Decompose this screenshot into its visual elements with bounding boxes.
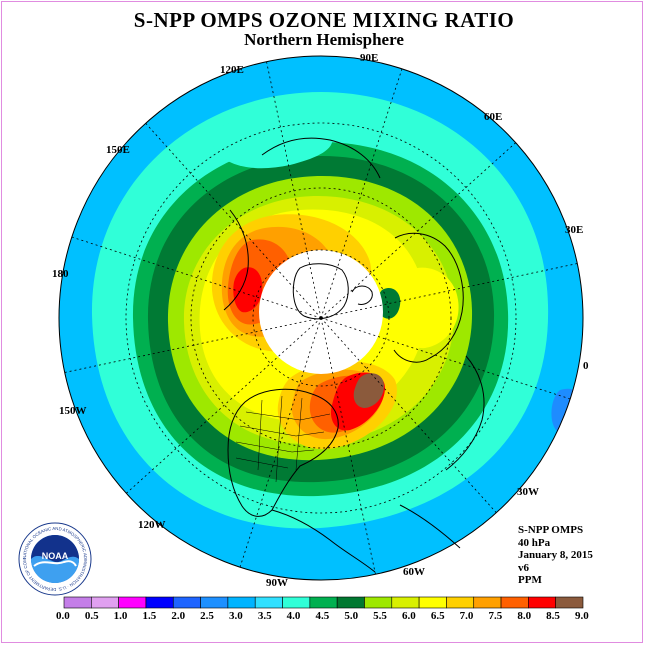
- colorbar-tick-label: 2.0: [171, 610, 186, 622]
- colorbar-swatch: [309, 596, 338, 609]
- lon-label-90w: 90W: [266, 577, 288, 589]
- colorbar-tick-label: 7.0: [459, 610, 474, 622]
- map-subtitle: Northern Hemisphere: [244, 30, 404, 49]
- colorbar-tick-label: 5.0: [344, 610, 359, 622]
- lon-label-30e: 30E: [565, 224, 584, 236]
- colorbar-tick-label: 8.0: [517, 610, 532, 622]
- field-band-8-5-atl: [353, 373, 384, 408]
- colorbar-swatch: [418, 596, 447, 609]
- colorbar-tick-label: 6.0: [402, 610, 416, 622]
- colorbar-swatch: [200, 596, 229, 609]
- colorbar-swatch: [473, 596, 502, 609]
- lon-label-120w: 120W: [138, 519, 166, 531]
- meridian-line: [320, 317, 497, 513]
- info-version: v6: [518, 561, 529, 574]
- lon-label-30w: 30W: [517, 486, 539, 498]
- lon-label-60e: 60E: [484, 111, 503, 123]
- colorbar-tick-label: 7.5: [488, 610, 503, 622]
- colorbar-tick-label: 5.5: [373, 610, 387, 622]
- polar-night-gap: [259, 250, 383, 374]
- colorbar-tick-label: 1.0: [113, 610, 128, 622]
- colorbar-tick-label: 9.0: [575, 610, 589, 622]
- lon-label-180: 180: [52, 268, 69, 280]
- colorbar-swatch: [555, 596, 584, 609]
- colorbar-swatch: [336, 596, 365, 609]
- info-block: S-NPP OMPS 40 hPa January 8, 2015 v6 PPM: [518, 524, 593, 587]
- map-boundary: [58, 55, 584, 581]
- info-instrument: S-NPP OMPS: [518, 524, 584, 536]
- colorbar-swatch: [227, 596, 256, 609]
- meridians: [64, 61, 578, 575]
- meridian-line: [320, 142, 516, 319]
- noaa-text: NOAA: [42, 551, 69, 561]
- colorbar-swatch: [391, 596, 420, 609]
- lon-label-60w: 60W: [403, 566, 425, 578]
- lon-label-90e: 90E: [360, 52, 379, 64]
- colorbar-tick-label: 0.0: [56, 610, 70, 622]
- field-band-6-0-eu: [397, 267, 459, 349]
- colorbar-tick-label: 3.0: [229, 610, 243, 622]
- colorbar: [63, 596, 584, 609]
- meridian-line: [320, 68, 403, 319]
- colorbar-swatch: [282, 596, 311, 609]
- field-band-5-0-eu: [377, 287, 401, 319]
- meridian-line: [126, 317, 322, 494]
- colorbar-swatch: [500, 596, 529, 609]
- colorbar-tick-label: 3.5: [257, 610, 272, 622]
- colorbar-tick-label: 0.5: [84, 610, 99, 622]
- colorbar-swatch: [528, 596, 556, 609]
- graticule: [125, 122, 517, 514]
- colorbar-swatch: [145, 596, 174, 609]
- info-units: PPM: [518, 574, 542, 586]
- meridian-line: [71, 236, 322, 319]
- us-state-lines: [235, 395, 331, 483]
- colorbar-swatch: [446, 596, 475, 609]
- meridian-line: [266, 61, 322, 319]
- colorbar-swatch: [254, 596, 283, 609]
- map-title: S-NPP OMPS OZONE MIXING RATIO: [133, 8, 515, 32]
- lon-label-150w: 150W: [59, 405, 87, 417]
- colorbar-tick-label: 1.5: [142, 610, 157, 622]
- colorbar-tick-label: 8.5: [546, 610, 560, 622]
- colorbar-swatch: [118, 596, 147, 609]
- meridian-line: [320, 317, 571, 400]
- lon-label-0: 0: [583, 360, 589, 372]
- colorbar-swatch: [63, 596, 92, 609]
- meridian-line: [320, 317, 376, 575]
- noaa-logo: NATIONAL OCEANIC AND ATMOSPHERIC ADMINIS…: [18, 522, 92, 596]
- meridian-line: [64, 317, 322, 373]
- field-band-3-5-nw: [212, 114, 333, 169]
- coastlines: [223, 137, 485, 573]
- colorbar-tick-label: 6.5: [430, 610, 445, 622]
- info-level: 40 hPa: [518, 536, 551, 549]
- colorbar-tick-label: 4.0: [286, 610, 301, 622]
- colorbar-swatch: [364, 596, 393, 609]
- meridian-line: [145, 123, 322, 319]
- lon-label-150e: 150E: [106, 144, 130, 156]
- field-band-outer-dip: [551, 388, 583, 435]
- meridian-line: [320, 263, 578, 319]
- colorbar-tick-label: 4.5: [315, 610, 330, 622]
- lon-label-120e: 120E: [220, 64, 244, 76]
- colorbar-tick-label: 2.5: [200, 610, 214, 622]
- meridian-line: [239, 317, 322, 568]
- colorbar-swatch: [91, 596, 119, 609]
- colorbar-swatch: [172, 596, 201, 609]
- info-date: January 8, 2015: [518, 549, 593, 561]
